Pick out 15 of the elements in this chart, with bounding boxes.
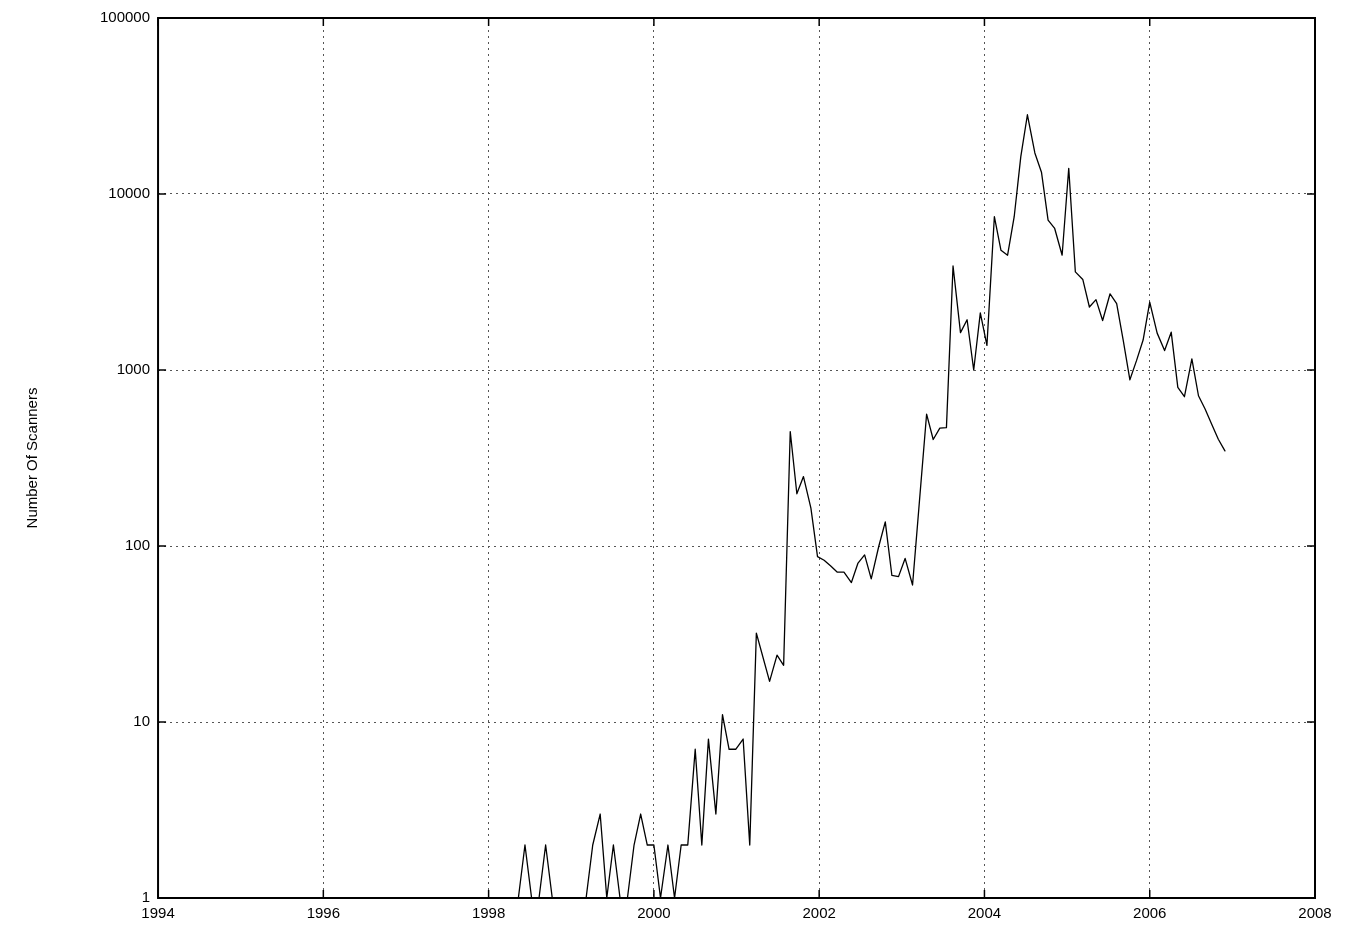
x-tick-label: 2006 — [1133, 904, 1167, 922]
y-tick-label: 100000 — [99, 8, 151, 26]
y-tick-label: 1 — [141, 888, 151, 906]
x-tick-label: 1998 — [471, 904, 506, 922]
y-axis-title: Number Of Scanners — [23, 387, 41, 529]
x-tick-label: 2004 — [967, 904, 1002, 922]
y-tick-label: 1000 — [116, 360, 151, 378]
x-tick-label: 2008 — [1298, 904, 1332, 922]
x-tick-label: 1996 — [306, 904, 341, 922]
y-tick-label: 10000 — [108, 184, 151, 202]
x-tick-label: 1994 — [141, 904, 175, 922]
y-tick-label: 100 — [125, 536, 151, 554]
x-tick-label: 2000 — [637, 904, 671, 922]
x-tick-label: 2002 — [802, 904, 836, 922]
y-tick-label: 10 — [133, 712, 151, 730]
